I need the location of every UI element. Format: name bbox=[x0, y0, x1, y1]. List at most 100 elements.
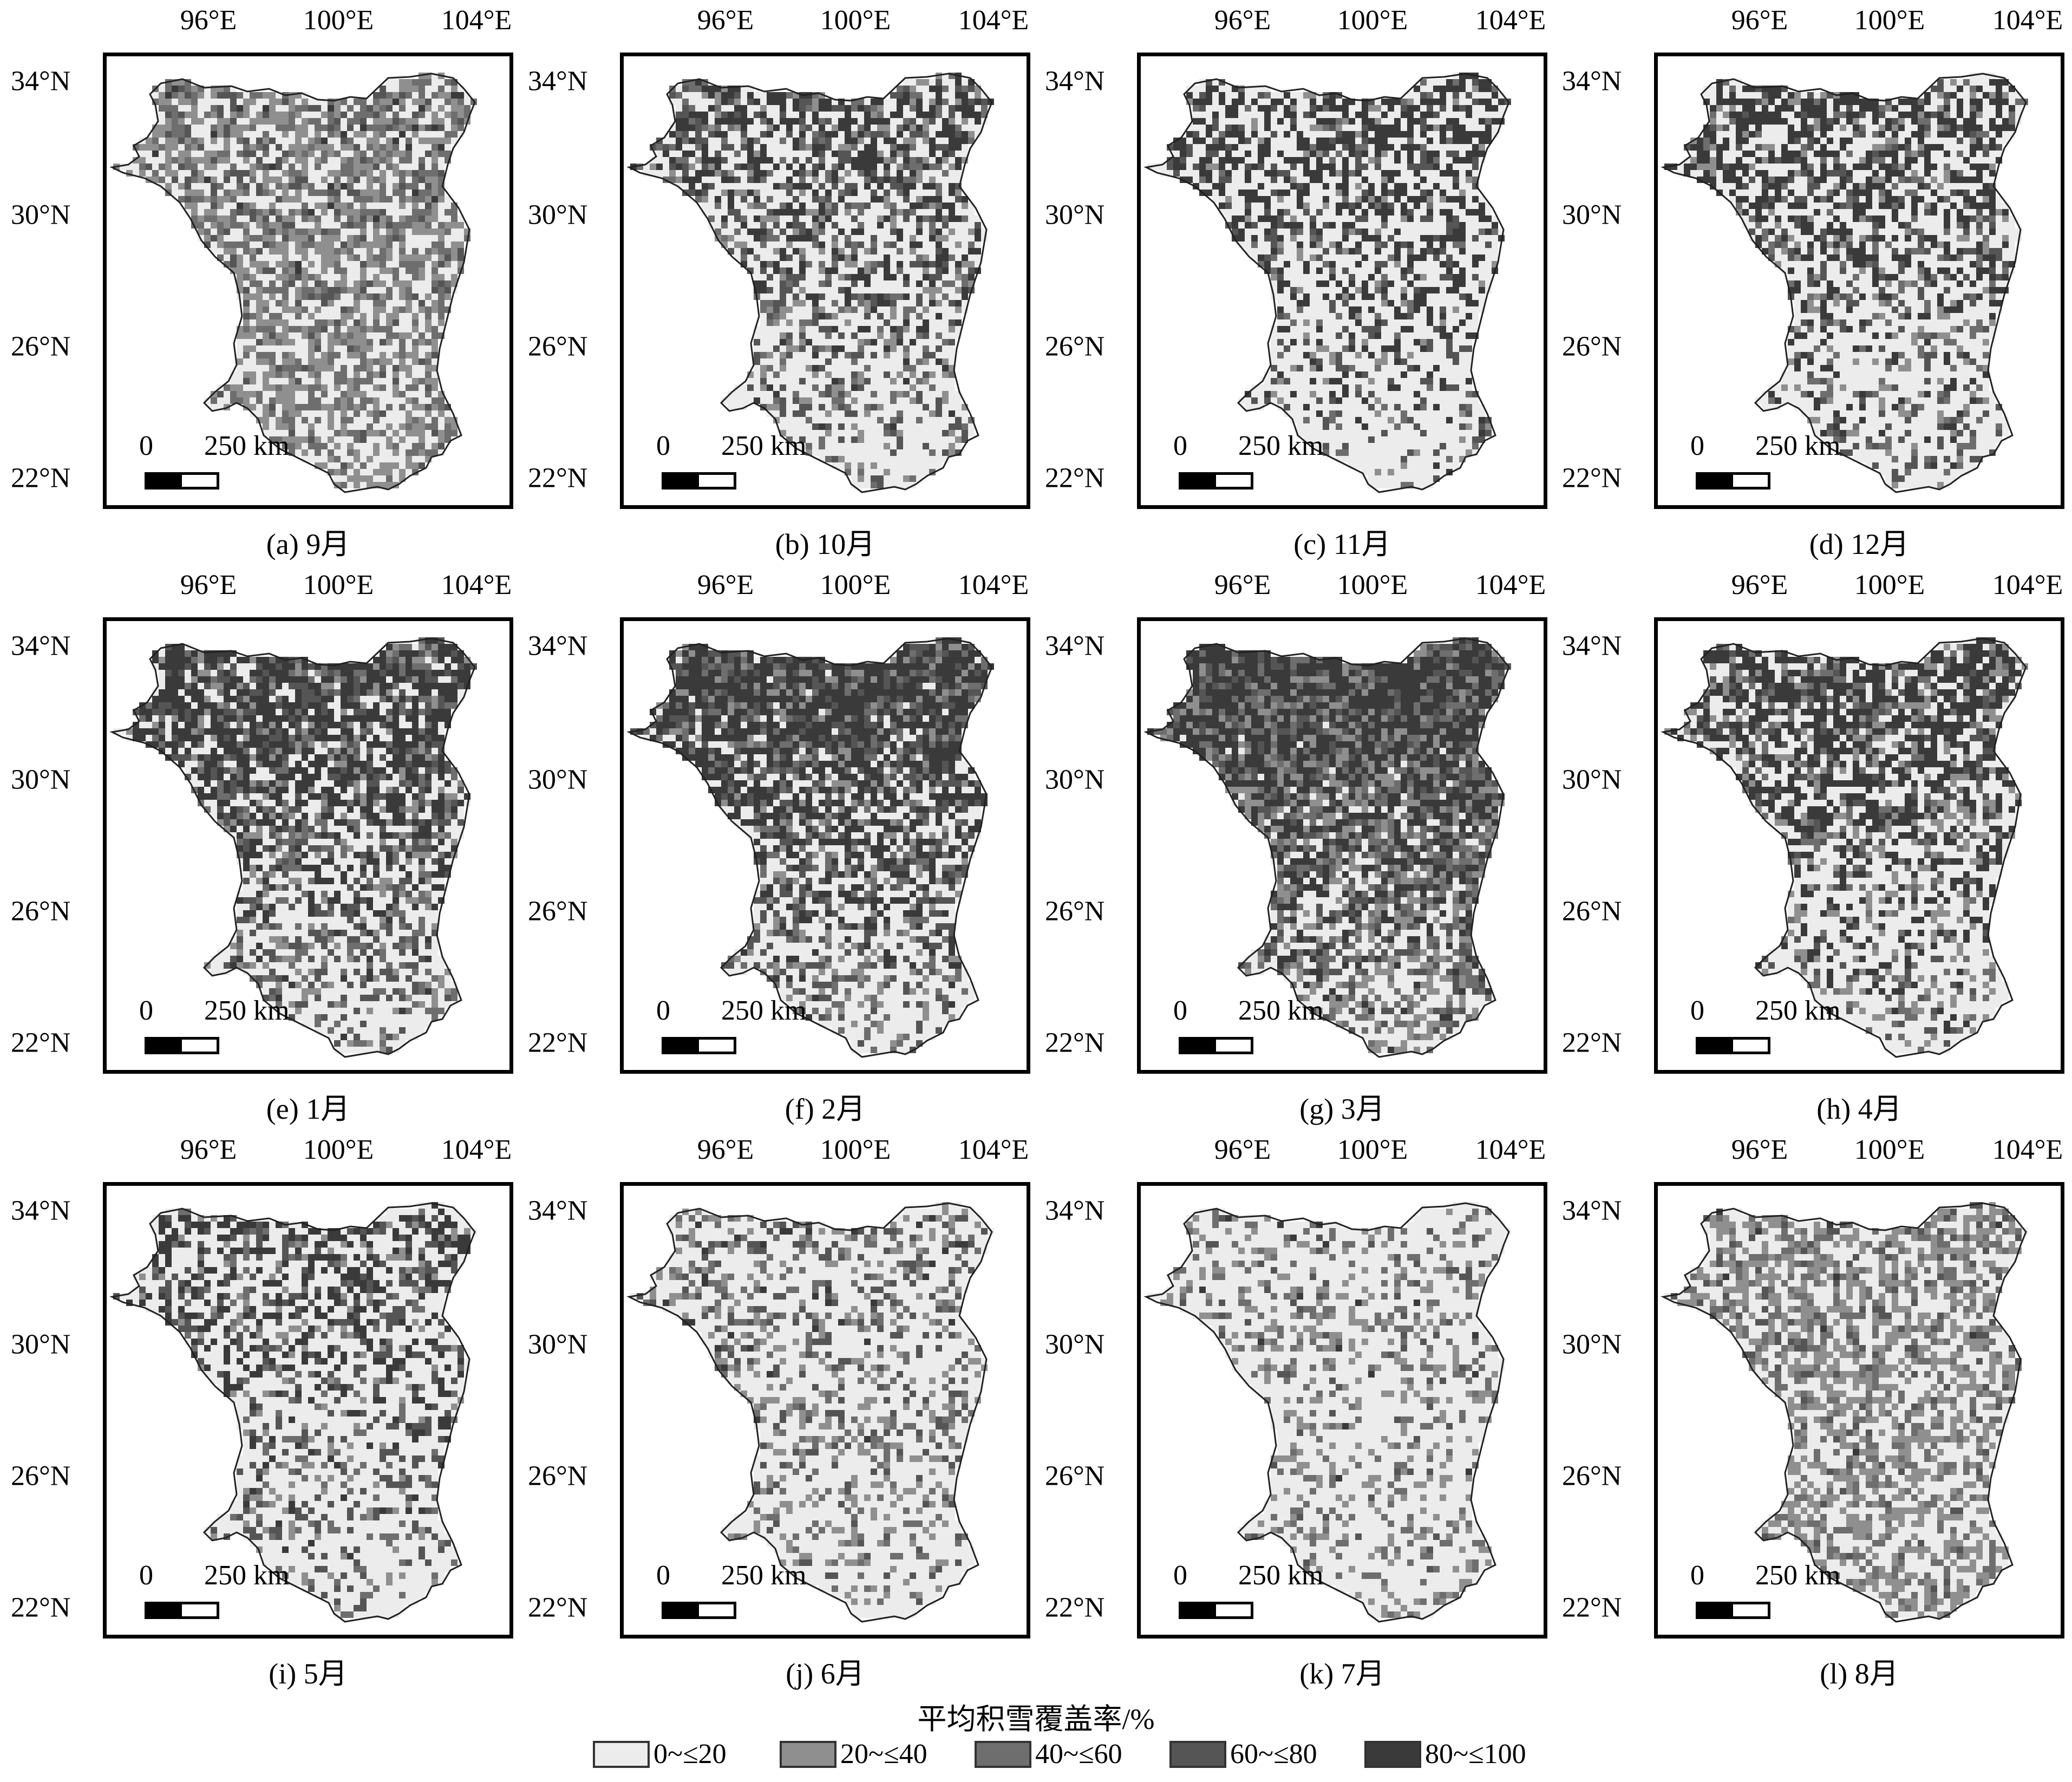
snow-cell bbox=[903, 423, 910, 430]
snow-cell bbox=[767, 345, 773, 352]
snow-cell bbox=[721, 222, 728, 229]
snow-cell bbox=[695, 138, 702, 144]
snow-cell bbox=[1446, 112, 1453, 118]
snow-cell bbox=[916, 151, 923, 157]
snow-cell bbox=[877, 222, 884, 229]
snow-cell bbox=[308, 410, 315, 417]
snow-cell bbox=[367, 196, 373, 203]
snow-cell bbox=[832, 209, 838, 216]
snow-cell bbox=[1329, 144, 1336, 151]
snow-cell bbox=[321, 164, 328, 170]
snow-cell bbox=[341, 235, 347, 241]
snow-cell bbox=[393, 241, 399, 248]
snow-cell bbox=[923, 112, 929, 118]
snow-cell bbox=[386, 436, 393, 443]
snow-cell bbox=[412, 378, 419, 384]
snow-cell bbox=[243, 280, 250, 287]
snow-cell bbox=[289, 306, 295, 313]
snow-cell bbox=[308, 151, 315, 157]
snow-cell bbox=[825, 313, 832, 319]
snow-cell bbox=[360, 105, 367, 112]
snow-cell bbox=[1433, 131, 1440, 138]
snow-cell bbox=[451, 254, 457, 261]
snow-cell bbox=[767, 203, 773, 209]
snow-cell bbox=[334, 183, 341, 190]
snow-cell bbox=[942, 339, 949, 345]
snow-cell bbox=[425, 397, 432, 404]
snow-cell bbox=[923, 209, 929, 216]
snow-cell bbox=[942, 371, 949, 378]
snow-cell bbox=[1329, 99, 1336, 105]
snow-cell bbox=[1225, 105, 1232, 112]
snow-cell bbox=[289, 254, 295, 261]
snow-cell bbox=[425, 151, 432, 157]
snow-cell bbox=[250, 144, 256, 151]
snow-cell bbox=[929, 241, 936, 248]
snow-cell bbox=[432, 248, 438, 254]
snow-cell bbox=[425, 371, 432, 378]
snow-cell bbox=[1219, 99, 1225, 105]
snow-cell bbox=[728, 151, 734, 157]
snow-cell bbox=[910, 229, 916, 235]
snow-cell bbox=[806, 391, 812, 397]
snow-cell bbox=[308, 332, 315, 339]
snow-cell bbox=[871, 241, 877, 248]
snow-cell bbox=[916, 254, 923, 261]
snow-cell bbox=[1479, 138, 1485, 144]
snow-cell bbox=[858, 436, 864, 443]
snow-cell bbox=[432, 306, 438, 313]
snow-cell bbox=[741, 125, 747, 131]
snow-cell bbox=[367, 170, 373, 177]
snow-cell bbox=[269, 300, 276, 306]
snow-cell bbox=[1362, 144, 1368, 151]
snow-cell bbox=[425, 378, 432, 384]
snow-cell bbox=[347, 151, 354, 157]
snow-cell bbox=[328, 157, 334, 164]
snow-cell bbox=[936, 131, 942, 138]
snow-cell bbox=[929, 371, 936, 378]
snow-cell bbox=[884, 449, 890, 456]
snow-cell bbox=[308, 352, 315, 358]
snow-cell bbox=[282, 345, 289, 352]
snow-cell bbox=[786, 313, 793, 319]
snow-cell bbox=[754, 99, 760, 105]
snow-cell bbox=[871, 410, 877, 417]
snow-cell bbox=[445, 417, 451, 423]
snow-cell bbox=[354, 131, 360, 138]
snow-cell bbox=[250, 306, 256, 313]
snow-cell bbox=[289, 209, 295, 216]
snow-cell bbox=[224, 229, 230, 235]
snow-cell bbox=[412, 371, 419, 378]
lon-tick-label: 96°E bbox=[180, 4, 237, 36]
snow-cell bbox=[237, 274, 243, 280]
snow-cell bbox=[910, 138, 916, 144]
snow-cell bbox=[767, 280, 773, 287]
snow-cell bbox=[399, 99, 406, 105]
snow-cell bbox=[819, 229, 825, 235]
snow-cell bbox=[367, 358, 373, 365]
snow-cell bbox=[851, 280, 858, 287]
snow-cell bbox=[916, 92, 923, 99]
snow-cell bbox=[334, 222, 341, 229]
snow-cell bbox=[864, 326, 871, 332]
snow-cell bbox=[289, 183, 295, 190]
snow-cell bbox=[295, 423, 302, 430]
snow-cell bbox=[438, 99, 445, 105]
snow-cell bbox=[1414, 86, 1420, 92]
snow-cell bbox=[773, 397, 780, 404]
snow-cell bbox=[393, 157, 399, 164]
snow-cell bbox=[760, 222, 767, 229]
snow-cell bbox=[715, 105, 721, 112]
snow-cell bbox=[877, 254, 884, 261]
snow-cell bbox=[406, 125, 412, 131]
snow-cell bbox=[897, 241, 903, 248]
snow-cell bbox=[747, 384, 754, 391]
snow-cell bbox=[877, 397, 884, 404]
snow-cell bbox=[936, 332, 942, 339]
snow-cell bbox=[812, 391, 819, 397]
snow-cell bbox=[386, 254, 393, 261]
snow-cell bbox=[877, 423, 884, 430]
snow-cell bbox=[243, 391, 250, 397]
snow-cell bbox=[328, 371, 334, 378]
snow-cell bbox=[373, 248, 380, 254]
